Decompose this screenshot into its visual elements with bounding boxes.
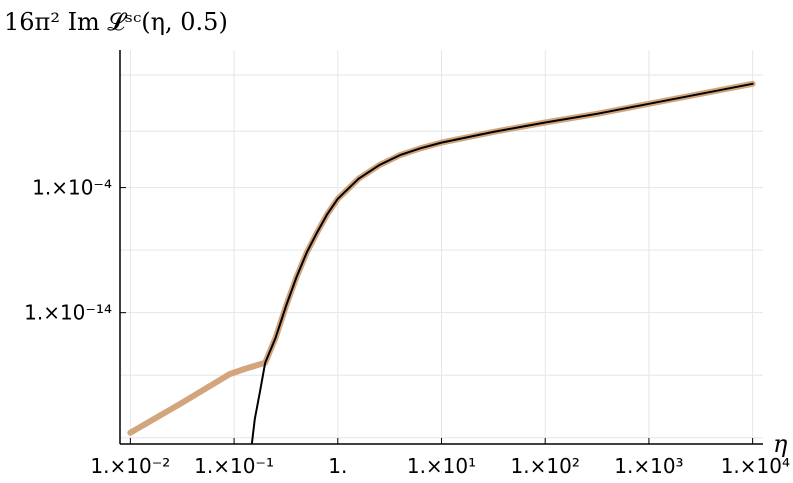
x-tick-labels: 1.×10⁻² 1.×10⁻¹ 1. 1.×10¹ 1.×10² 1.×10³ 1.×10⁴ [90, 454, 790, 478]
x-tick-label: 1.×10⁻¹ [194, 454, 274, 478]
x-tick-label: 1.×10³ [614, 454, 683, 478]
chart-title: 16π² Im 𝓛ˢᶜ(η, 0.5) [4, 8, 228, 36]
y-tick-label: 1.×10⁻⁴ [32, 176, 112, 200]
x-tick-label: 1.×10⁴ [721, 454, 790, 478]
x-tick-label: 1. [328, 454, 347, 478]
grid [120, 50, 763, 444]
series-layer [127, 80, 756, 444]
x-tick-label: 1.×10² [511, 454, 580, 478]
y-tick-label: 1.×10⁻¹⁴ [24, 301, 112, 325]
axes [119, 50, 763, 445]
y-tick-labels: 1.×10⁻⁴ 1.×10⁻¹⁴ [24, 176, 112, 325]
x-axis-title: η [773, 430, 788, 458]
x-tick-label: 1.×10¹ [407, 454, 476, 478]
x-tick-label: 1.×10⁻² [90, 454, 170, 478]
series-line-2 [250, 82, 754, 444]
